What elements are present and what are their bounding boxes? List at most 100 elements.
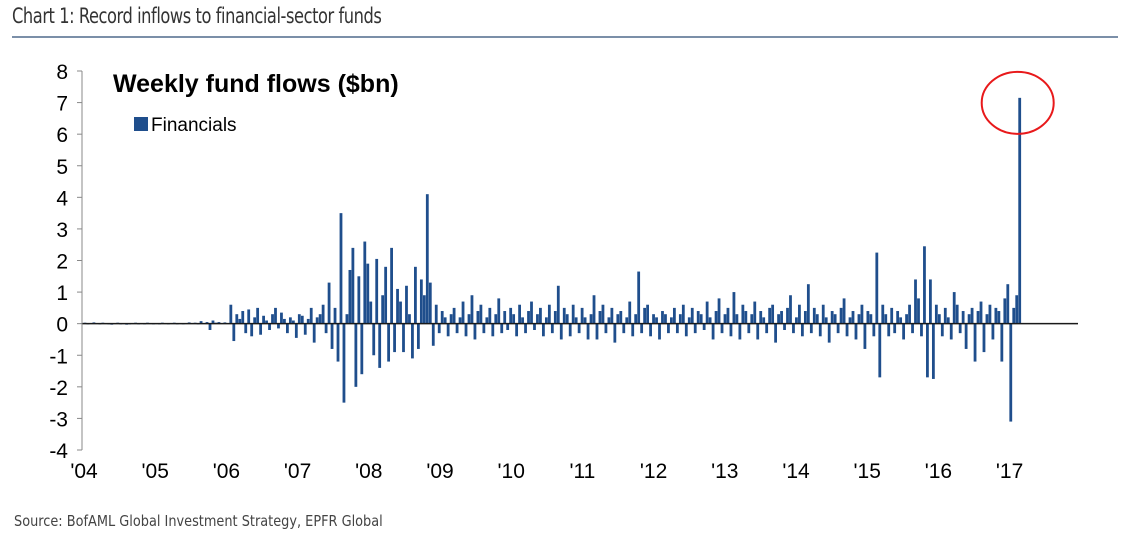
bar bbox=[288, 317, 292, 324]
bar bbox=[446, 323, 450, 337]
bar bbox=[842, 298, 846, 324]
bar bbox=[455, 323, 459, 334]
bar bbox=[428, 282, 432, 324]
bar bbox=[565, 314, 569, 324]
bar bbox=[384, 266, 388, 324]
bar bbox=[568, 323, 572, 337]
bar bbox=[390, 247, 393, 324]
bar bbox=[690, 307, 694, 324]
bar bbox=[872, 323, 876, 337]
bar bbox=[345, 314, 349, 324]
bar bbox=[291, 320, 295, 324]
bar bbox=[923, 246, 926, 324]
y-tick-label: -2 bbox=[49, 377, 68, 400]
bar bbox=[646, 304, 649, 324]
bar bbox=[958, 323, 962, 334]
bar bbox=[336, 323, 340, 362]
bar bbox=[929, 279, 932, 324]
bar bbox=[970, 307, 974, 324]
bar bbox=[330, 323, 334, 349]
bar bbox=[300, 315, 304, 324]
bar bbox=[208, 323, 212, 330]
title-divider bbox=[12, 36, 1118, 38]
x-tick-label: '09 bbox=[426, 460, 453, 483]
bar bbox=[405, 285, 408, 324]
bar bbox=[321, 304, 325, 324]
bar bbox=[681, 304, 685, 324]
bar bbox=[396, 288, 399, 324]
bar bbox=[333, 307, 337, 324]
bar bbox=[678, 314, 682, 324]
bar bbox=[524, 323, 527, 334]
bar bbox=[759, 311, 763, 324]
bar bbox=[699, 314, 703, 324]
bar bbox=[271, 314, 274, 324]
bar bbox=[443, 317, 447, 324]
bar bbox=[530, 301, 533, 324]
bar bbox=[425, 194, 429, 324]
bar bbox=[402, 323, 405, 353]
bar bbox=[393, 323, 396, 353]
bar bbox=[372, 323, 376, 356]
bar bbox=[571, 304, 575, 324]
bar bbox=[768, 307, 772, 324]
y-tick-label: 4 bbox=[56, 187, 68, 210]
bar bbox=[598, 311, 602, 324]
bar bbox=[464, 323, 468, 337]
bars-group bbox=[80, 97, 1022, 422]
bar bbox=[357, 276, 361, 324]
bar bbox=[803, 311, 807, 324]
bar bbox=[303, 323, 307, 335]
bar bbox=[914, 279, 917, 324]
y-tick-label: -4 bbox=[49, 440, 68, 463]
bar bbox=[408, 314, 411, 324]
bar bbox=[318, 314, 322, 324]
bar bbox=[312, 323, 316, 343]
bar bbox=[506, 323, 510, 330]
bar bbox=[494, 314, 498, 324]
bar bbox=[744, 311, 748, 324]
bar bbox=[533, 323, 536, 330]
bar bbox=[622, 323, 626, 334]
bar bbox=[378, 323, 382, 368]
x-tick-label: '10 bbox=[498, 460, 525, 483]
bar bbox=[1018, 97, 1022, 324]
bar bbox=[836, 323, 840, 334]
chart-title: Weekly fund flows ($bn) bbox=[113, 70, 399, 98]
bar bbox=[637, 271, 641, 324]
bar bbox=[274, 307, 277, 324]
bar bbox=[753, 301, 757, 324]
x-tick-label: '07 bbox=[284, 460, 311, 483]
bar bbox=[241, 311, 245, 324]
bar bbox=[416, 323, 420, 349]
bar bbox=[693, 323, 697, 334]
bar bbox=[244, 323, 248, 334]
bar bbox=[899, 317, 903, 324]
bar bbox=[1000, 323, 1004, 362]
bar bbox=[848, 317, 852, 324]
bar bbox=[845, 323, 849, 337]
bar bbox=[437, 323, 441, 334]
bar bbox=[762, 317, 766, 324]
bar bbox=[366, 263, 370, 324]
bar bbox=[491, 323, 495, 337]
highlight-circle bbox=[980, 70, 1055, 135]
bar bbox=[881, 304, 885, 324]
bar bbox=[449, 314, 453, 324]
bar bbox=[875, 252, 879, 324]
bar bbox=[542, 323, 545, 337]
x-tick-label: '14 bbox=[782, 460, 810, 483]
bar bbox=[583, 317, 587, 324]
bar bbox=[550, 323, 554, 334]
y-tick-label: 1 bbox=[56, 282, 68, 305]
bar bbox=[610, 307, 614, 324]
legend-label-financials: Financials bbox=[151, 115, 237, 136]
bar bbox=[920, 323, 923, 337]
bar bbox=[422, 295, 426, 324]
bar bbox=[539, 307, 542, 324]
bar bbox=[556, 285, 560, 324]
bar bbox=[387, 323, 391, 362]
y-tick-label: -3 bbox=[49, 408, 68, 431]
bar bbox=[795, 317, 798, 324]
bar bbox=[262, 315, 265, 324]
